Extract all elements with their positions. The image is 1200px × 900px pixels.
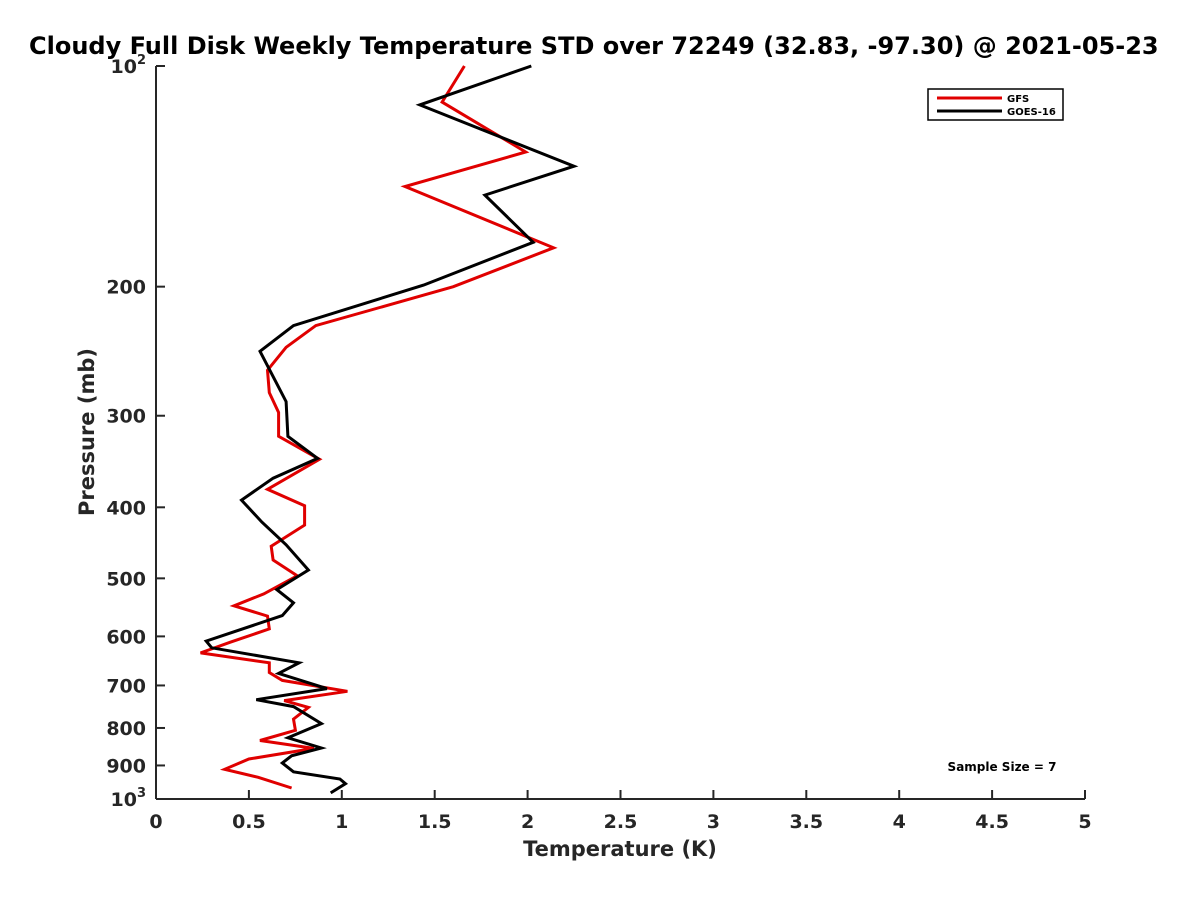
legend-box bbox=[927, 88, 1064, 121]
x-tick-label: 3 bbox=[707, 811, 720, 833]
x-tick-label: 2.5 bbox=[604, 811, 638, 833]
x-tick-label: 4.5 bbox=[975, 811, 1009, 833]
legend-entry-gfs: GFS bbox=[1007, 94, 1029, 105]
y-tick-label: 700 bbox=[106, 675, 146, 697]
x-tick-label: 1.5 bbox=[418, 811, 452, 833]
x-tick-label: 0 bbox=[149, 811, 162, 833]
x-tick-label: 1 bbox=[335, 811, 348, 833]
legend-entry-goes-16: GOES-16 bbox=[1007, 107, 1056, 118]
sample-size-annotation: Sample Size = 7 bbox=[948, 760, 1057, 774]
x-tick-label: 3.5 bbox=[789, 811, 823, 833]
x-tick-label: 2 bbox=[521, 811, 534, 833]
y-tick-label: 800 bbox=[106, 718, 146, 740]
series-line-gfs bbox=[200, 65, 558, 790]
y-tick-label: 600 bbox=[106, 626, 146, 648]
y-tick-label: 900 bbox=[106, 755, 146, 777]
plot-area: 0 0.5 1 1.5 2 2.5 3 3.5 4 4.5 5 102 200 300 400 500 600 7… bbox=[106, 53, 1091, 833]
x-tick-label: 0.5 bbox=[232, 811, 266, 833]
x-tick-label: 5 bbox=[1078, 811, 1091, 833]
y-axis-label: Pressure (mb) bbox=[75, 348, 99, 516]
series-line-goes-16 bbox=[203, 64, 579, 795]
y-tick-label: 400 bbox=[106, 497, 146, 519]
y-tick-label: 103 bbox=[111, 786, 147, 811]
x-axis-label: Temperature (K) bbox=[523, 837, 717, 861]
y-tick-label: 200 bbox=[106, 277, 146, 299]
y-tick-label: 300 bbox=[106, 406, 146, 428]
x-tick-label: 4 bbox=[893, 811, 906, 833]
chart-title: Cloudy Full Disk Weekly Temperature STD … bbox=[29, 32, 1159, 60]
legend: GFS GOES-16 bbox=[927, 88, 1064, 121]
y-tick-label: 102 bbox=[111, 53, 147, 78]
y-tick-label: 500 bbox=[106, 568, 146, 590]
